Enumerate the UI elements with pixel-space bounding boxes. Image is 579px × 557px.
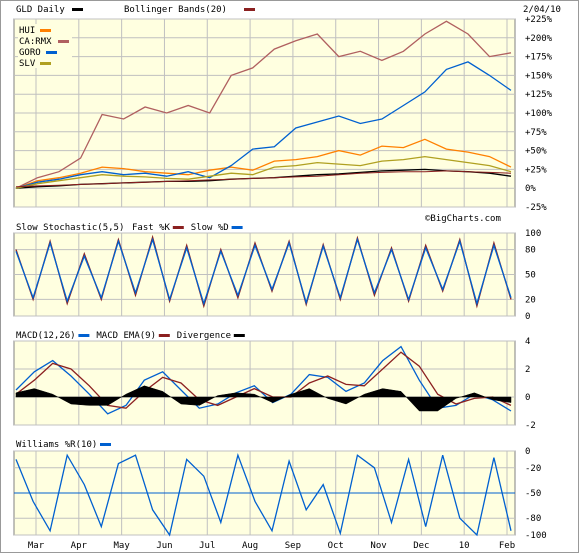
legend-label-macd-12-26: MACD(12,26) [16, 331, 76, 341]
y-tick-label-0-3: +50% [525, 147, 547, 157]
legend-label-hui: HUI [19, 26, 35, 36]
y-tick-label-3-0: -100 [525, 531, 547, 541]
y-tick-label-1-3: 80 [525, 246, 536, 256]
x-tick-label-jun: Jun [156, 541, 172, 551]
watermark: ©BigCharts.com [425, 214, 501, 224]
legend-label-ca-rmx: CA:RMX [19, 37, 52, 47]
y-tick-label-0-7: +150% [525, 71, 553, 81]
y-tick-label-3-2: -50 [525, 489, 541, 499]
x-tick-label-feb: Feb [499, 541, 515, 551]
y-tick-label-2-2: 2 [525, 365, 530, 375]
series-divergence [15, 385, 512, 412]
panel-title-williams: Williams %R(10) [16, 440, 97, 450]
panel-label-bollinger: Bollinger Bands(20) [124, 5, 227, 15]
legend-swatch-williams [100, 443, 111, 446]
series-williams-r-10 [15, 453, 512, 537]
legend-swatch-slow-d [231, 226, 243, 229]
y-tick-label-0-6: +125% [525, 90, 553, 100]
legend-swatch-ca-rmx [58, 40, 69, 43]
y-tick-label-0-5: +100% [525, 109, 553, 119]
y-tick-label-0-1: 0% [525, 184, 536, 194]
panel-title-gld: GLD Daily [16, 5, 65, 15]
legend-swatch-gld [72, 8, 83, 11]
y-tick-label-3-3: -20 [525, 464, 541, 474]
series-goro [15, 61, 512, 189]
y-tick-label-1-1: 20 [525, 295, 536, 305]
panel-header-0 [14, 1, 515, 14]
legend-swatch-hui [40, 29, 51, 32]
x-tick-label-mar: Mar [28, 541, 45, 551]
legend-swatch-macd-12-26 [78, 334, 90, 337]
y-tick-label-0-8: +175% [525, 53, 553, 63]
panel-header-1 [14, 219, 515, 232]
x-tick-label-may: May [114, 541, 131, 551]
legend-swatch-fast-k [172, 226, 184, 229]
legend-label-slow-d: Slow %D [191, 223, 229, 233]
legend-swatch-slv [40, 62, 51, 65]
legend-bg-ca-rmx [18, 35, 72, 46]
x-tick-label-nov: Nov [370, 541, 386, 551]
series-ca-rmx [15, 20, 512, 189]
y-tick-label-3-1: -80 [525, 514, 541, 524]
x-tick-label-10: 10 [459, 541, 470, 551]
x-tick-label-jul: Jul [199, 541, 215, 551]
series-slow-d [15, 237, 512, 306]
legend-swatch-macd-ema-9 [158, 334, 170, 337]
legend-swatch-goro [46, 51, 57, 54]
y-tick-label-1-4: 100 [525, 229, 541, 239]
series-bollinger-bands-20 [15, 170, 512, 188]
panel-header-2 [14, 327, 515, 340]
y-tick-label-1-0: 0 [525, 312, 530, 322]
panel-header-3 [14, 436, 515, 449]
y-tick-label-0-4: +75% [525, 128, 547, 138]
series-macd-ema-9 [15, 351, 512, 409]
y-tick-label-2-0: -2 [525, 421, 536, 431]
y-tick-label-2-3: 4 [525, 337, 530, 347]
y-tick-label-0-0: -25% [525, 203, 547, 213]
x-tick-label-apr: Apr [71, 541, 88, 551]
series-slv [15, 155, 512, 189]
y-tick-label-0-9: +200% [525, 34, 553, 44]
plot-area-2 [13, 340, 516, 426]
series-hui [15, 138, 512, 189]
y-tick-label-2-1: 0 [525, 393, 530, 403]
chart-date: 2/04/10 [523, 5, 561, 15]
y-tick-label-1-2: 50 [525, 271, 536, 281]
x-tick-label-oct: Oct [328, 541, 344, 551]
legend-label-divergence: Divergence [177, 331, 231, 341]
y-tick-label-0-10: +225% [525, 15, 553, 25]
legend-label-macd-ema-9: MACD EMA(9) [96, 331, 156, 341]
x-tick-label-sep: Sep [285, 541, 301, 551]
legend-swatch-bollinger [244, 8, 255, 11]
x-tick-label-dec: Dec [413, 541, 429, 551]
legend-label-goro: GORO [19, 48, 41, 58]
panel-title-stochastic: Slow Stochastic(5,5) [16, 223, 124, 233]
y-tick-label-3-4: 0 [525, 447, 530, 457]
legend-bg-goro [18, 46, 72, 57]
y-tick-label-0-2: +25% [525, 165, 547, 175]
x-tick-label-aug: Aug [242, 541, 258, 551]
legend-label-slv: SLV [19, 59, 36, 69]
legend-label-fast-k: Fast %K [132, 223, 171, 233]
legend-swatch-divergence [233, 334, 245, 337]
